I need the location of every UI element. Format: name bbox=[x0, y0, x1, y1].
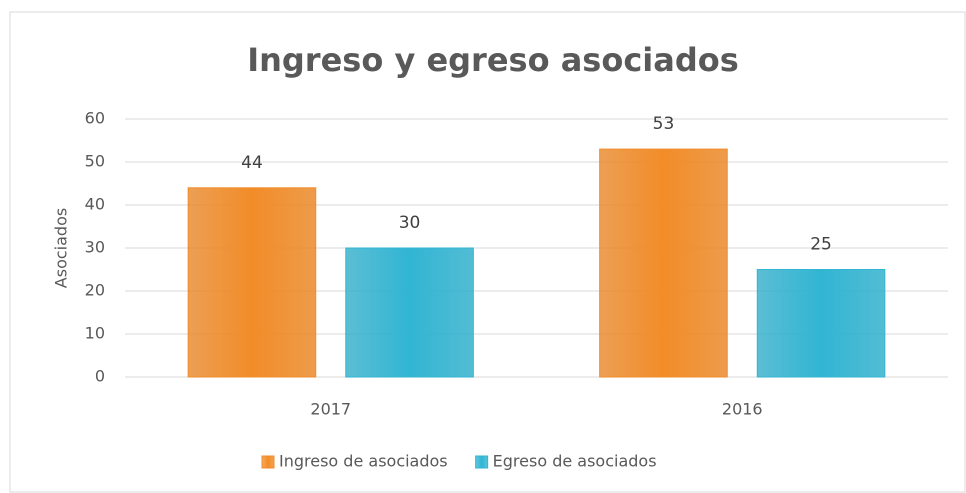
bar bbox=[187, 187, 317, 378]
legend-label: Egreso de asociados bbox=[493, 452, 657, 471]
y-tick-label: 10 bbox=[85, 324, 105, 343]
y-tick-label: 30 bbox=[85, 238, 105, 257]
data-label: 30 bbox=[399, 213, 421, 233]
y-tick-label: 60 bbox=[85, 109, 105, 128]
legend-swatch bbox=[475, 455, 489, 469]
bar bbox=[345, 247, 474, 378]
y-tick-label: 20 bbox=[85, 281, 105, 300]
x-tick-label: 2017 bbox=[310, 400, 351, 419]
chart-border bbox=[9, 11, 966, 493]
bar bbox=[599, 148, 728, 378]
y-tick-label: 40 bbox=[85, 195, 105, 214]
y-tick-label: 0 bbox=[95, 367, 105, 386]
data-label: 25 bbox=[810, 235, 832, 255]
y-tick-label: 50 bbox=[85, 152, 105, 171]
legend-label: Ingreso de asociados bbox=[279, 452, 448, 471]
data-label: 53 bbox=[653, 114, 675, 134]
chart-title: Ingreso y egreso asociados bbox=[247, 41, 739, 79]
legend-swatch bbox=[261, 455, 275, 469]
y-axis-label: Asociados bbox=[52, 208, 71, 288]
bar bbox=[756, 269, 886, 378]
x-tick-label: 2016 bbox=[722, 400, 763, 419]
data-label: 44 bbox=[241, 153, 263, 173]
